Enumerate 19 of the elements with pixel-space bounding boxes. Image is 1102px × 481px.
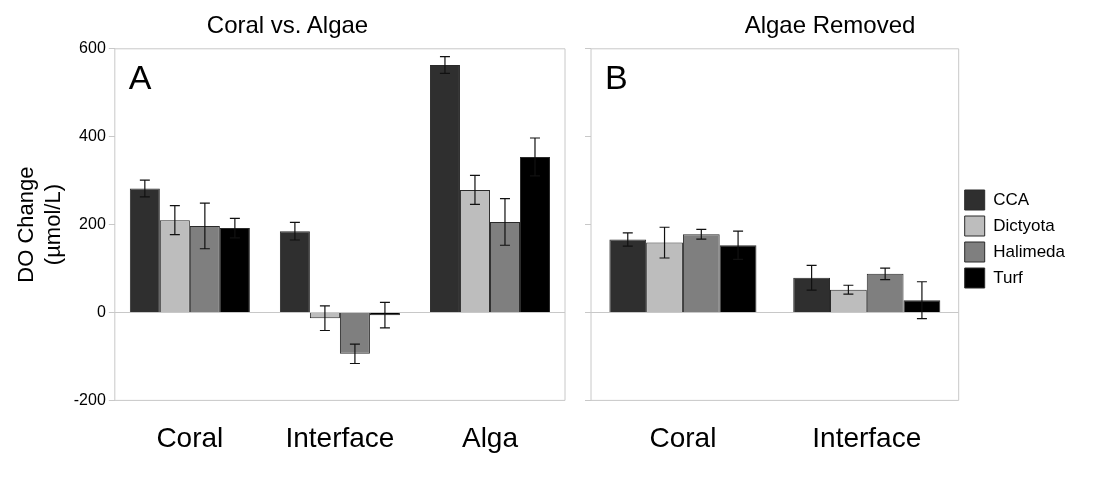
y-tick-label: 400 [79, 127, 106, 145]
x-tick-label: Interface [285, 421, 395, 453]
y-tick-label: 0 [96, 302, 106, 320]
x-tick-label: Interface [812, 421, 922, 453]
y-tick-label: -200 [73, 390, 106, 408]
legend-label: CCA [993, 189, 1030, 209]
annotation: B [605, 58, 628, 97]
legend-label: Dictyota [993, 215, 1056, 235]
y-tick-label: 600 [79, 39, 106, 57]
x-tick-label: Coral [156, 421, 224, 453]
legend-label: Halimeda [993, 241, 1066, 261]
x-tick-label: Coral [649, 421, 717, 453]
annotation: A [128, 58, 152, 97]
chart-title: Algae Removed [744, 11, 916, 39]
y-tick-label: 200 [79, 215, 106, 233]
x-tick-label: Alga [461, 421, 519, 453]
y-axis-title: DO Change (µmol/L) [13, 166, 65, 283]
legend-label: Turf [993, 267, 1024, 287]
chart-title: Coral vs. Algae [206, 11, 369, 39]
